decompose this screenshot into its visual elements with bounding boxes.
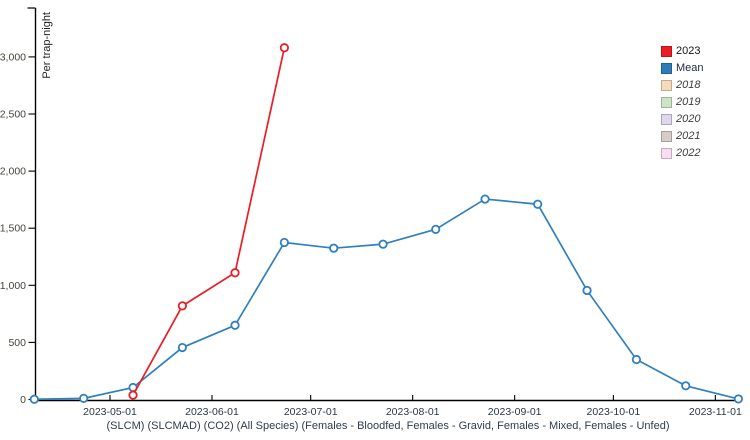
legend-label-2019: 2019 <box>676 96 701 108</box>
legend-swatch-2019 <box>661 97 672 108</box>
data-point-mean[interactable] <box>177 342 187 353</box>
data-point-mean[interactable] <box>279 237 289 248</box>
data-point-mean[interactable] <box>431 224 441 234</box>
data-point-2023[interactable] <box>279 43 289 53</box>
x-tick-label: 2023-11-01 <box>689 406 742 418</box>
data-point-mean[interactable] <box>582 285 592 296</box>
data-point-mean[interactable] <box>230 320 240 330</box>
legend-swatch-2018 <box>661 80 672 91</box>
data-point-mean[interactable] <box>329 243 339 253</box>
legend-item-2022[interactable]: 2022 <box>661 145 704 162</box>
legend-label-2021: 2021 <box>676 130 701 142</box>
legend: 2023 Mean 2018 2019 2020 2021 2022 <box>661 43 704 162</box>
data-point-mean[interactable] <box>733 394 743 404</box>
x-tick-label: 2023-06-01 <box>185 406 239 418</box>
chart-caption: (SLCM) (SLCMAD) (CO2) (All Species) (Fem… <box>106 420 670 432</box>
y-tick-label: 3,000 <box>0 51 26 63</box>
data-point-mean[interactable] <box>29 394 39 404</box>
y-tick-label: 1,000 <box>0 280 26 292</box>
y-tick-label: 500 <box>8 337 26 349</box>
legend-item-2018[interactable]: 2018 <box>661 77 704 94</box>
legend-item-2021[interactable]: 2021 <box>661 128 704 145</box>
axis-lines <box>34 8 741 402</box>
legend-item-mean[interactable]: Mean <box>661 60 704 77</box>
y-tick-label: 0 <box>20 394 26 406</box>
x-tick-label: 2023-10-01 <box>587 406 641 418</box>
data-point-mean[interactable] <box>533 199 543 209</box>
legend-label-mean: Mean <box>676 62 704 74</box>
data-point-mean[interactable] <box>681 381 691 391</box>
y-tick-label: 2,000 <box>0 166 26 178</box>
data-point-mean[interactable] <box>79 393 89 403</box>
legend-swatch-2021 <box>661 131 672 142</box>
legend-item-2019[interactable]: 2019 <box>661 94 704 111</box>
x-tick-label: 2023-08-01 <box>386 406 440 418</box>
y-tick-label: 2,500 <box>0 109 26 121</box>
legend-label-2022: 2022 <box>676 147 701 159</box>
data-point-2023[interactable] <box>177 301 187 311</box>
x-tick-label: 2023-05-01 <box>83 406 137 418</box>
legend-item-2023[interactable]: 2023 <box>661 43 704 60</box>
data-point-mean[interactable] <box>480 194 490 204</box>
legend-item-2020[interactable]: 2020 <box>661 111 704 128</box>
data-point-2023[interactable] <box>230 268 240 278</box>
legend-label-2023: 2023 <box>676 45 701 57</box>
legend-label-2020: 2020 <box>676 113 701 125</box>
legend-swatch-2022 <box>661 148 672 159</box>
series-line-mean <box>34 198 739 401</box>
y-axis-label: Per trap-night <box>41 12 53 79</box>
legend-swatch-2023 <box>661 46 672 57</box>
x-tick-label: 2023-09-01 <box>488 406 542 418</box>
y-tick-label: 1,500 <box>0 223 26 235</box>
legend-swatch-mean <box>661 63 672 74</box>
data-point-2023[interactable] <box>128 390 138 400</box>
series-line-2023 <box>132 47 286 396</box>
x-tick-label: 2023-07-01 <box>284 406 338 418</box>
data-point-mean[interactable] <box>378 239 388 249</box>
data-point-mean[interactable] <box>631 354 642 365</box>
legend-swatch-2020 <box>661 114 672 125</box>
legend-label-2018: 2018 <box>676 79 701 91</box>
